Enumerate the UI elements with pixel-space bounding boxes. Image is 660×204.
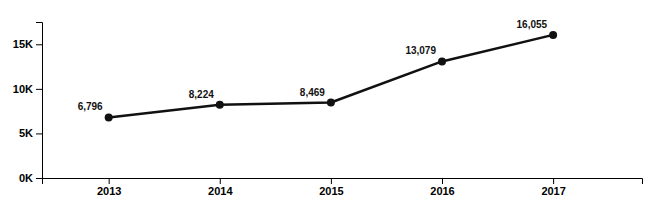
x-tick: 2016 <box>430 178 454 197</box>
x-tick-mark <box>331 178 332 184</box>
y-axis: 0K 5K 10K 15K <box>13 23 43 185</box>
y-axis-line <box>36 23 43 179</box>
x-tick-mark <box>553 178 554 184</box>
y-tick: 0K <box>19 172 42 184</box>
x-tick-label: 2014 <box>208 185 233 197</box>
point <box>216 101 224 109</box>
y-tick-mark <box>36 44 42 45</box>
x-axis-line <box>43 179 643 185</box>
x-tick-mark <box>442 178 443 184</box>
y-tick-label: 15K <box>13 38 33 50</box>
data-label: 13,079 <box>405 45 436 56</box>
x-tick-mark <box>109 178 110 184</box>
y-tick-label: 10K <box>13 83 33 95</box>
y-tick-label: 0K <box>19 172 33 184</box>
data-label: 16,055 <box>517 19 548 30</box>
x-tick-label: 2016 <box>430 185 454 197</box>
data-label: 8,469 <box>300 87 325 98</box>
x-tick-label: 2013 <box>97 185 121 197</box>
y-tick: 5K <box>19 127 42 139</box>
data-label: 8,224 <box>189 89 214 100</box>
point <box>549 31 557 39</box>
x-tick-mark <box>220 178 221 184</box>
x-tick: 2014 <box>208 178 233 197</box>
y-tick-mark <box>36 133 42 134</box>
point <box>438 57 446 65</box>
y-tick-label: 5K <box>19 127 33 139</box>
line <box>109 35 553 118</box>
y-tick-mark <box>36 178 42 179</box>
marks <box>105 31 557 122</box>
data-labels: 6,796 8,224 8,469 13,079 16,055 <box>78 19 548 113</box>
data-label: 6,796 <box>78 101 103 112</box>
x-tick: 2017 <box>541 178 565 197</box>
y-tick: 10K <box>13 83 42 95</box>
x-tick: 2015 <box>319 178 343 197</box>
point <box>105 113 113 121</box>
x-tick-label: 2017 <box>541 185 565 197</box>
y-tick-mark <box>36 89 42 90</box>
x-tick: 2013 <box>97 178 121 197</box>
chart: 2013 2014 2015 2016 2017 0K 5K 10K 15K 6,796 8,224… <box>0 0 660 204</box>
x-axis: 2013 2014 2015 2016 2017 <box>43 178 643 197</box>
plot: 2013 2014 2015 2016 2017 0K 5K 10K 15K 6,796 8,224… <box>13 19 643 197</box>
x-tick-label: 2015 <box>319 185 343 197</box>
y-tick: 15K <box>13 38 42 50</box>
point <box>327 99 335 107</box>
